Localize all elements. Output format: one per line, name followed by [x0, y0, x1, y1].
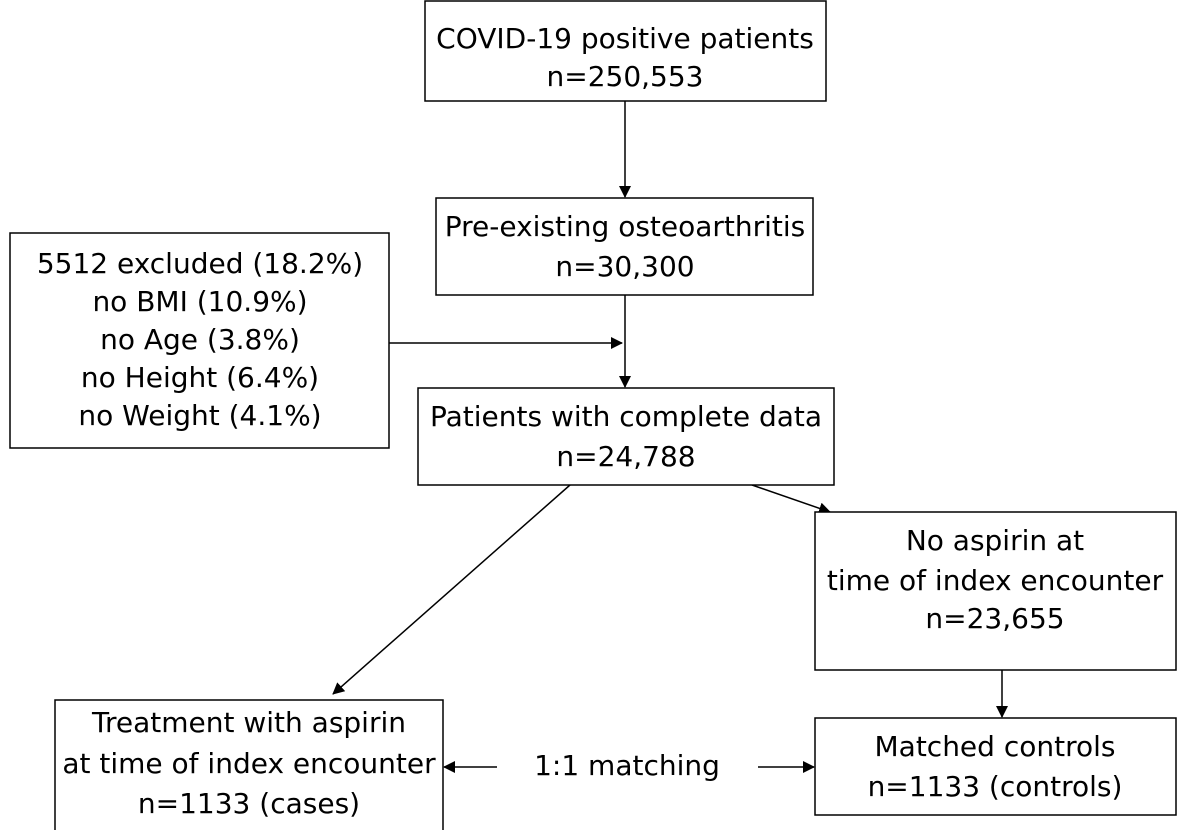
node-box	[814, 717, 1177, 816]
node-text: Patients with complete data	[430, 400, 822, 433]
node-text: n=23,655	[925, 602, 1064, 635]
node-box	[9, 232, 390, 449]
node-text: no Height (6.4%)	[81, 361, 319, 394]
node-text: Pre-existing osteoarthritis	[445, 210, 806, 243]
node-box	[54, 699, 444, 830]
node-text: n=30,300	[555, 250, 694, 283]
node-text: n=1133 (controls)	[868, 770, 1123, 803]
node-text: no BMI (10.9%)	[92, 285, 307, 318]
node-text: time of index encounter	[827, 564, 1164, 597]
arrow	[332, 484, 571, 695]
node-box	[814, 511, 1177, 671]
edge-label: 1:1 matching	[534, 749, 720, 782]
node-text: Matched controls	[875, 730, 1116, 763]
node-text: no Weight (4.1%)	[78, 399, 321, 432]
node-text: n=24,788	[556, 440, 695, 473]
arrow	[751, 484, 831, 515]
node-box	[435, 197, 814, 296]
node-text: 5512 excluded (18.2%)	[37, 247, 363, 280]
node-text: at time of index encounter	[62, 747, 436, 780]
node-text: n=1133 (cases)	[138, 787, 360, 820]
node-box	[417, 387, 835, 486]
node-text: No aspirin at	[906, 524, 1084, 557]
node-text: n=250,553	[547, 60, 704, 93]
node-text: Treatment with aspirin	[91, 706, 406, 739]
node-text: no Age (3.8%)	[100, 323, 300, 356]
node-text: COVID-19 positive patients	[436, 22, 814, 55]
node-box	[424, 0, 827, 102]
